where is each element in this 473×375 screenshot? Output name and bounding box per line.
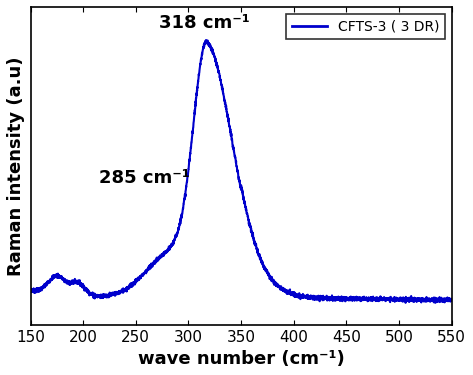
- X-axis label: wave number (cm⁻¹): wave number (cm⁻¹): [138, 350, 344, 368]
- Legend: CFTS-3 ( 3 DR): CFTS-3 ( 3 DR): [286, 14, 445, 39]
- Text: 318 cm⁻¹: 318 cm⁻¹: [159, 14, 250, 32]
- Text: 285 cm⁻¹: 285 cm⁻¹: [99, 168, 190, 186]
- Y-axis label: Raman intensity (a.u): Raman intensity (a.u): [7, 56, 25, 276]
